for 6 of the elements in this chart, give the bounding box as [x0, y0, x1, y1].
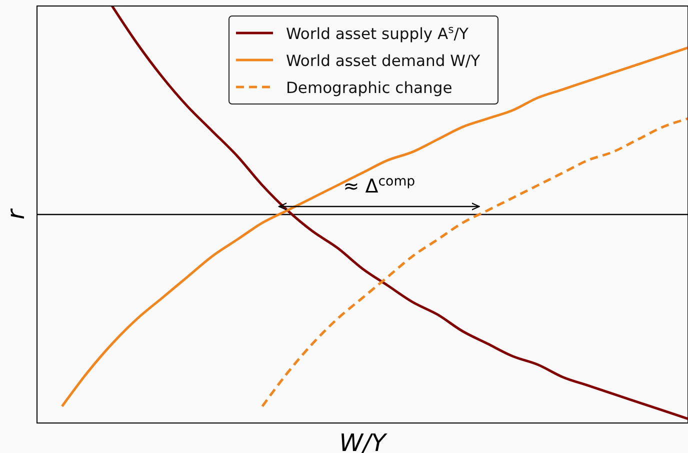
annotation: ≈ Δ$^{comp}$ — [343, 174, 416, 198]
legend-label: World asset supply A$^{s}$/Y — [286, 22, 470, 43]
legend-label: World asset demand W/Y — [286, 52, 481, 70]
legend-label: Demographic change — [286, 79, 452, 97]
x-axis-title: W/Y — [339, 429, 388, 453]
y-axis-title: r — [2, 207, 30, 220]
